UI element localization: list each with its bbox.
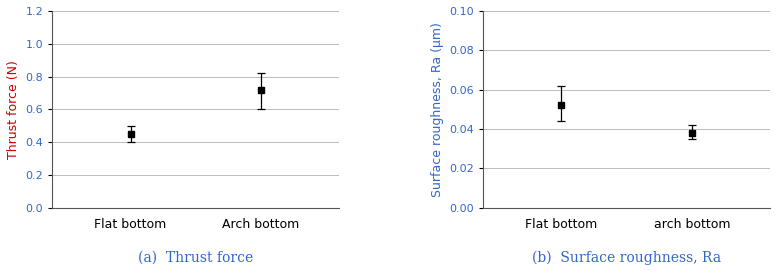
Y-axis label: Surface roughness, Ra (μm): Surface roughness, Ra (μm) (430, 22, 444, 197)
Text: (b)  Surface roughness, Ra: (b) Surface roughness, Ra (532, 250, 721, 265)
Y-axis label: Thrust force (N): Thrust force (N) (7, 60, 20, 159)
Text: (a)  Thrust force: (a) Thrust force (138, 251, 253, 265)
